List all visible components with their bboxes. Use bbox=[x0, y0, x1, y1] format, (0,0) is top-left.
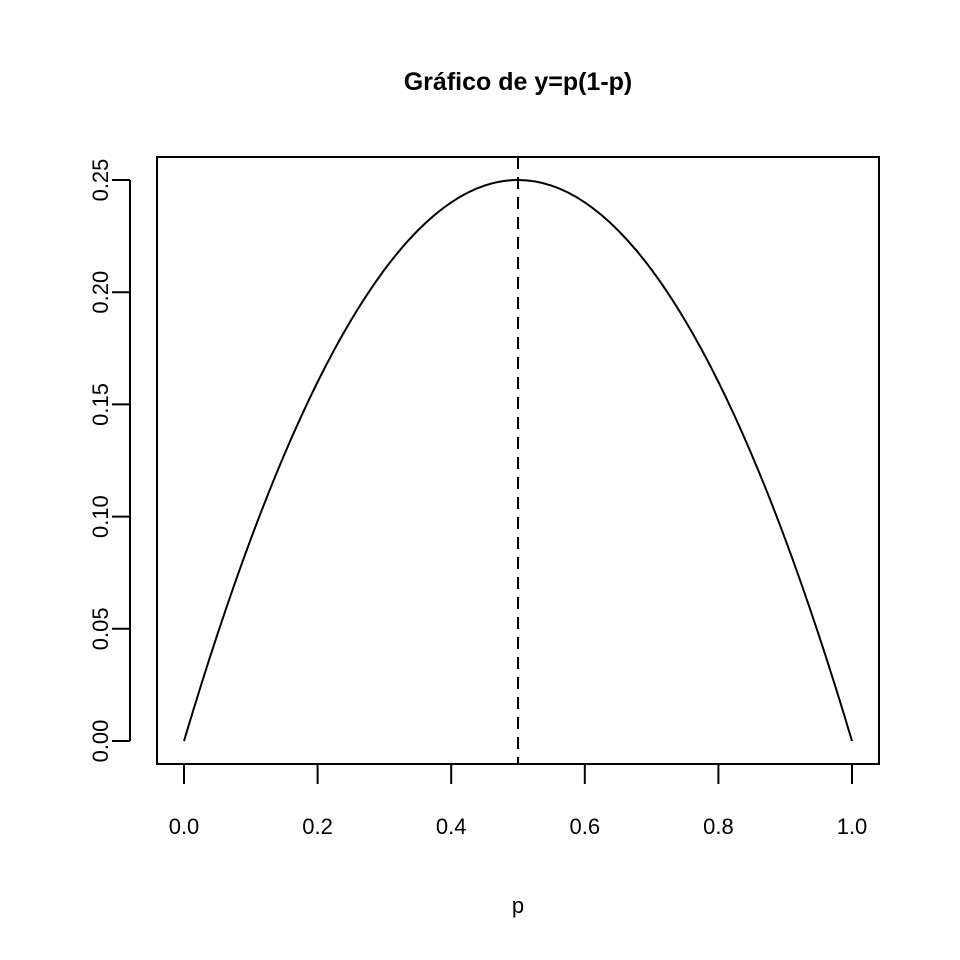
x-axis: 0.0 0.2 0.4 0.6 0.8 1.0 bbox=[169, 763, 868, 839]
x-tick-label: 0.2 bbox=[302, 814, 333, 839]
y-tick-label: 0.20 bbox=[88, 271, 113, 314]
y-axis: 0.00 0.05 0.10 0.15 0.20 0.25 bbox=[88, 159, 131, 763]
y-tick-label: 0.15 bbox=[88, 383, 113, 426]
y-tick-label: 0.05 bbox=[88, 607, 113, 650]
x-tick-label: 1.0 bbox=[837, 814, 868, 839]
y-tick-label: 0.25 bbox=[88, 159, 113, 202]
y-tick-label: 0.00 bbox=[88, 720, 113, 763]
chart-title: Gráfico de y=p(1-p) bbox=[404, 68, 633, 96]
x-tick-label: 0.4 bbox=[436, 814, 467, 839]
x-axis-label: p bbox=[512, 893, 524, 918]
plot-marks bbox=[183, 157, 853, 764]
y-tick-label: 0.10 bbox=[88, 495, 113, 538]
x-tick-label: 0.0 bbox=[169, 814, 200, 839]
x-tick-label: 0.6 bbox=[570, 814, 601, 839]
x-tick-label: 0.8 bbox=[703, 814, 734, 839]
